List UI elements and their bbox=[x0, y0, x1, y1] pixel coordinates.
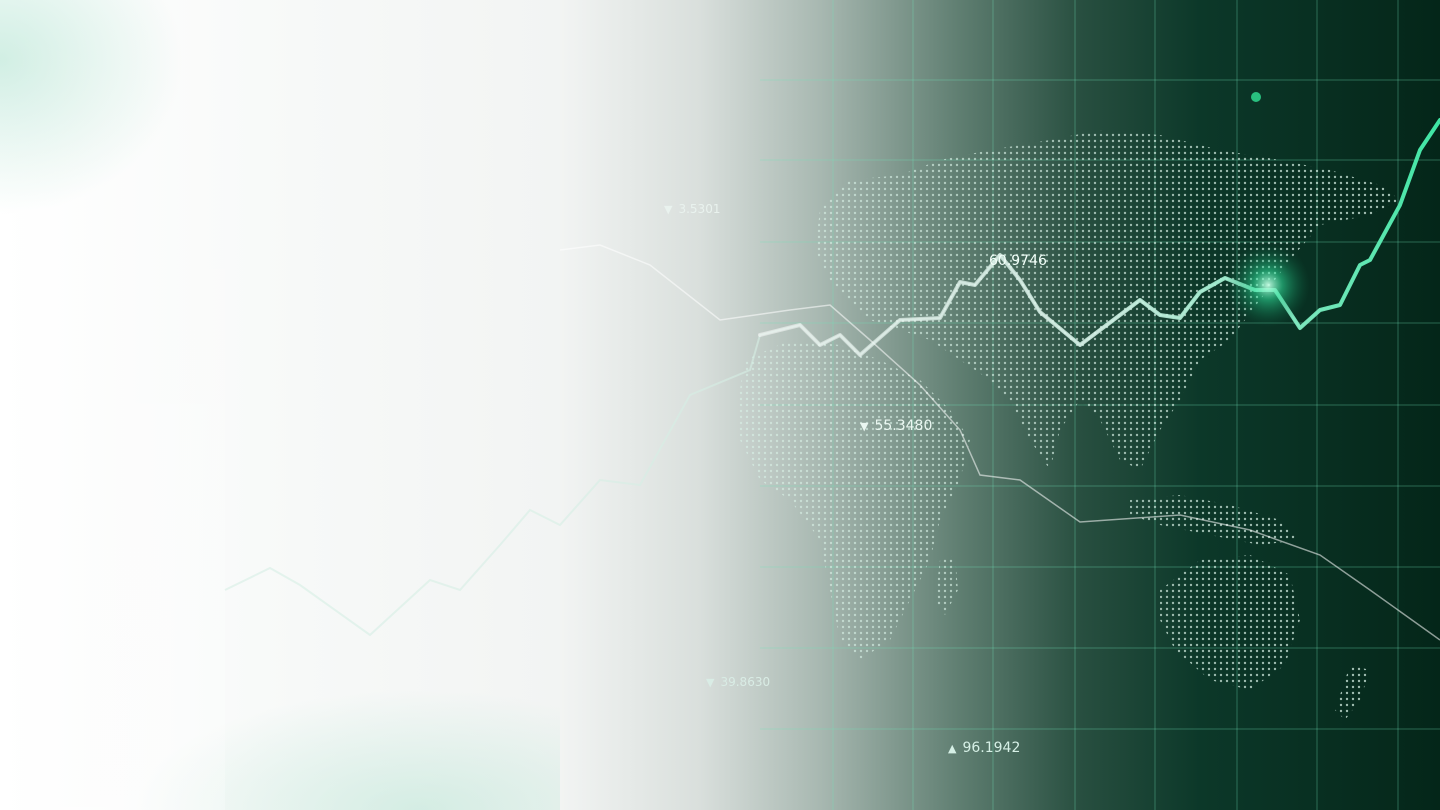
value-text: 96.1942 bbox=[962, 740, 1021, 756]
down-triangle-icon: ▼ bbox=[664, 202, 673, 216]
value-label-2: ▼ 55.3480 bbox=[860, 418, 932, 434]
value-text: 39.8630 bbox=[720, 675, 771, 689]
glow-point bbox=[1226, 243, 1310, 327]
value-label-4: ▲ 96.1942 bbox=[948, 740, 1020, 756]
mint-tint bbox=[0, 0, 560, 810]
value-label-1: 60.9746 bbox=[983, 253, 1047, 269]
value-text: 55.3480 bbox=[874, 418, 933, 434]
value-text: 3.5301 bbox=[678, 202, 721, 216]
down-triangle-icon: ▼ bbox=[706, 675, 715, 689]
value-label-5: ▼ 3.5301 bbox=[664, 202, 720, 216]
nz-shape bbox=[1335, 665, 1370, 720]
trend-line-main bbox=[758, 118, 1440, 357]
value-label-3: ▼ 39.8630 bbox=[706, 675, 770, 689]
trend-line-secondary bbox=[559, 244, 1440, 641]
africa-shape bbox=[738, 340, 970, 660]
left-panel bbox=[0, 0, 225, 810]
world-map bbox=[738, 130, 1400, 720]
madagascar-shape bbox=[935, 555, 958, 615]
up-triangle-icon: ▲ bbox=[948, 741, 957, 755]
australia-shape bbox=[1160, 555, 1300, 690]
down-triangle-icon: ▼ bbox=[860, 419, 869, 433]
value-text: 60.9746 bbox=[989, 253, 1047, 269]
status-dot bbox=[1251, 92, 1261, 102]
eurasia-shape bbox=[815, 130, 1400, 470]
